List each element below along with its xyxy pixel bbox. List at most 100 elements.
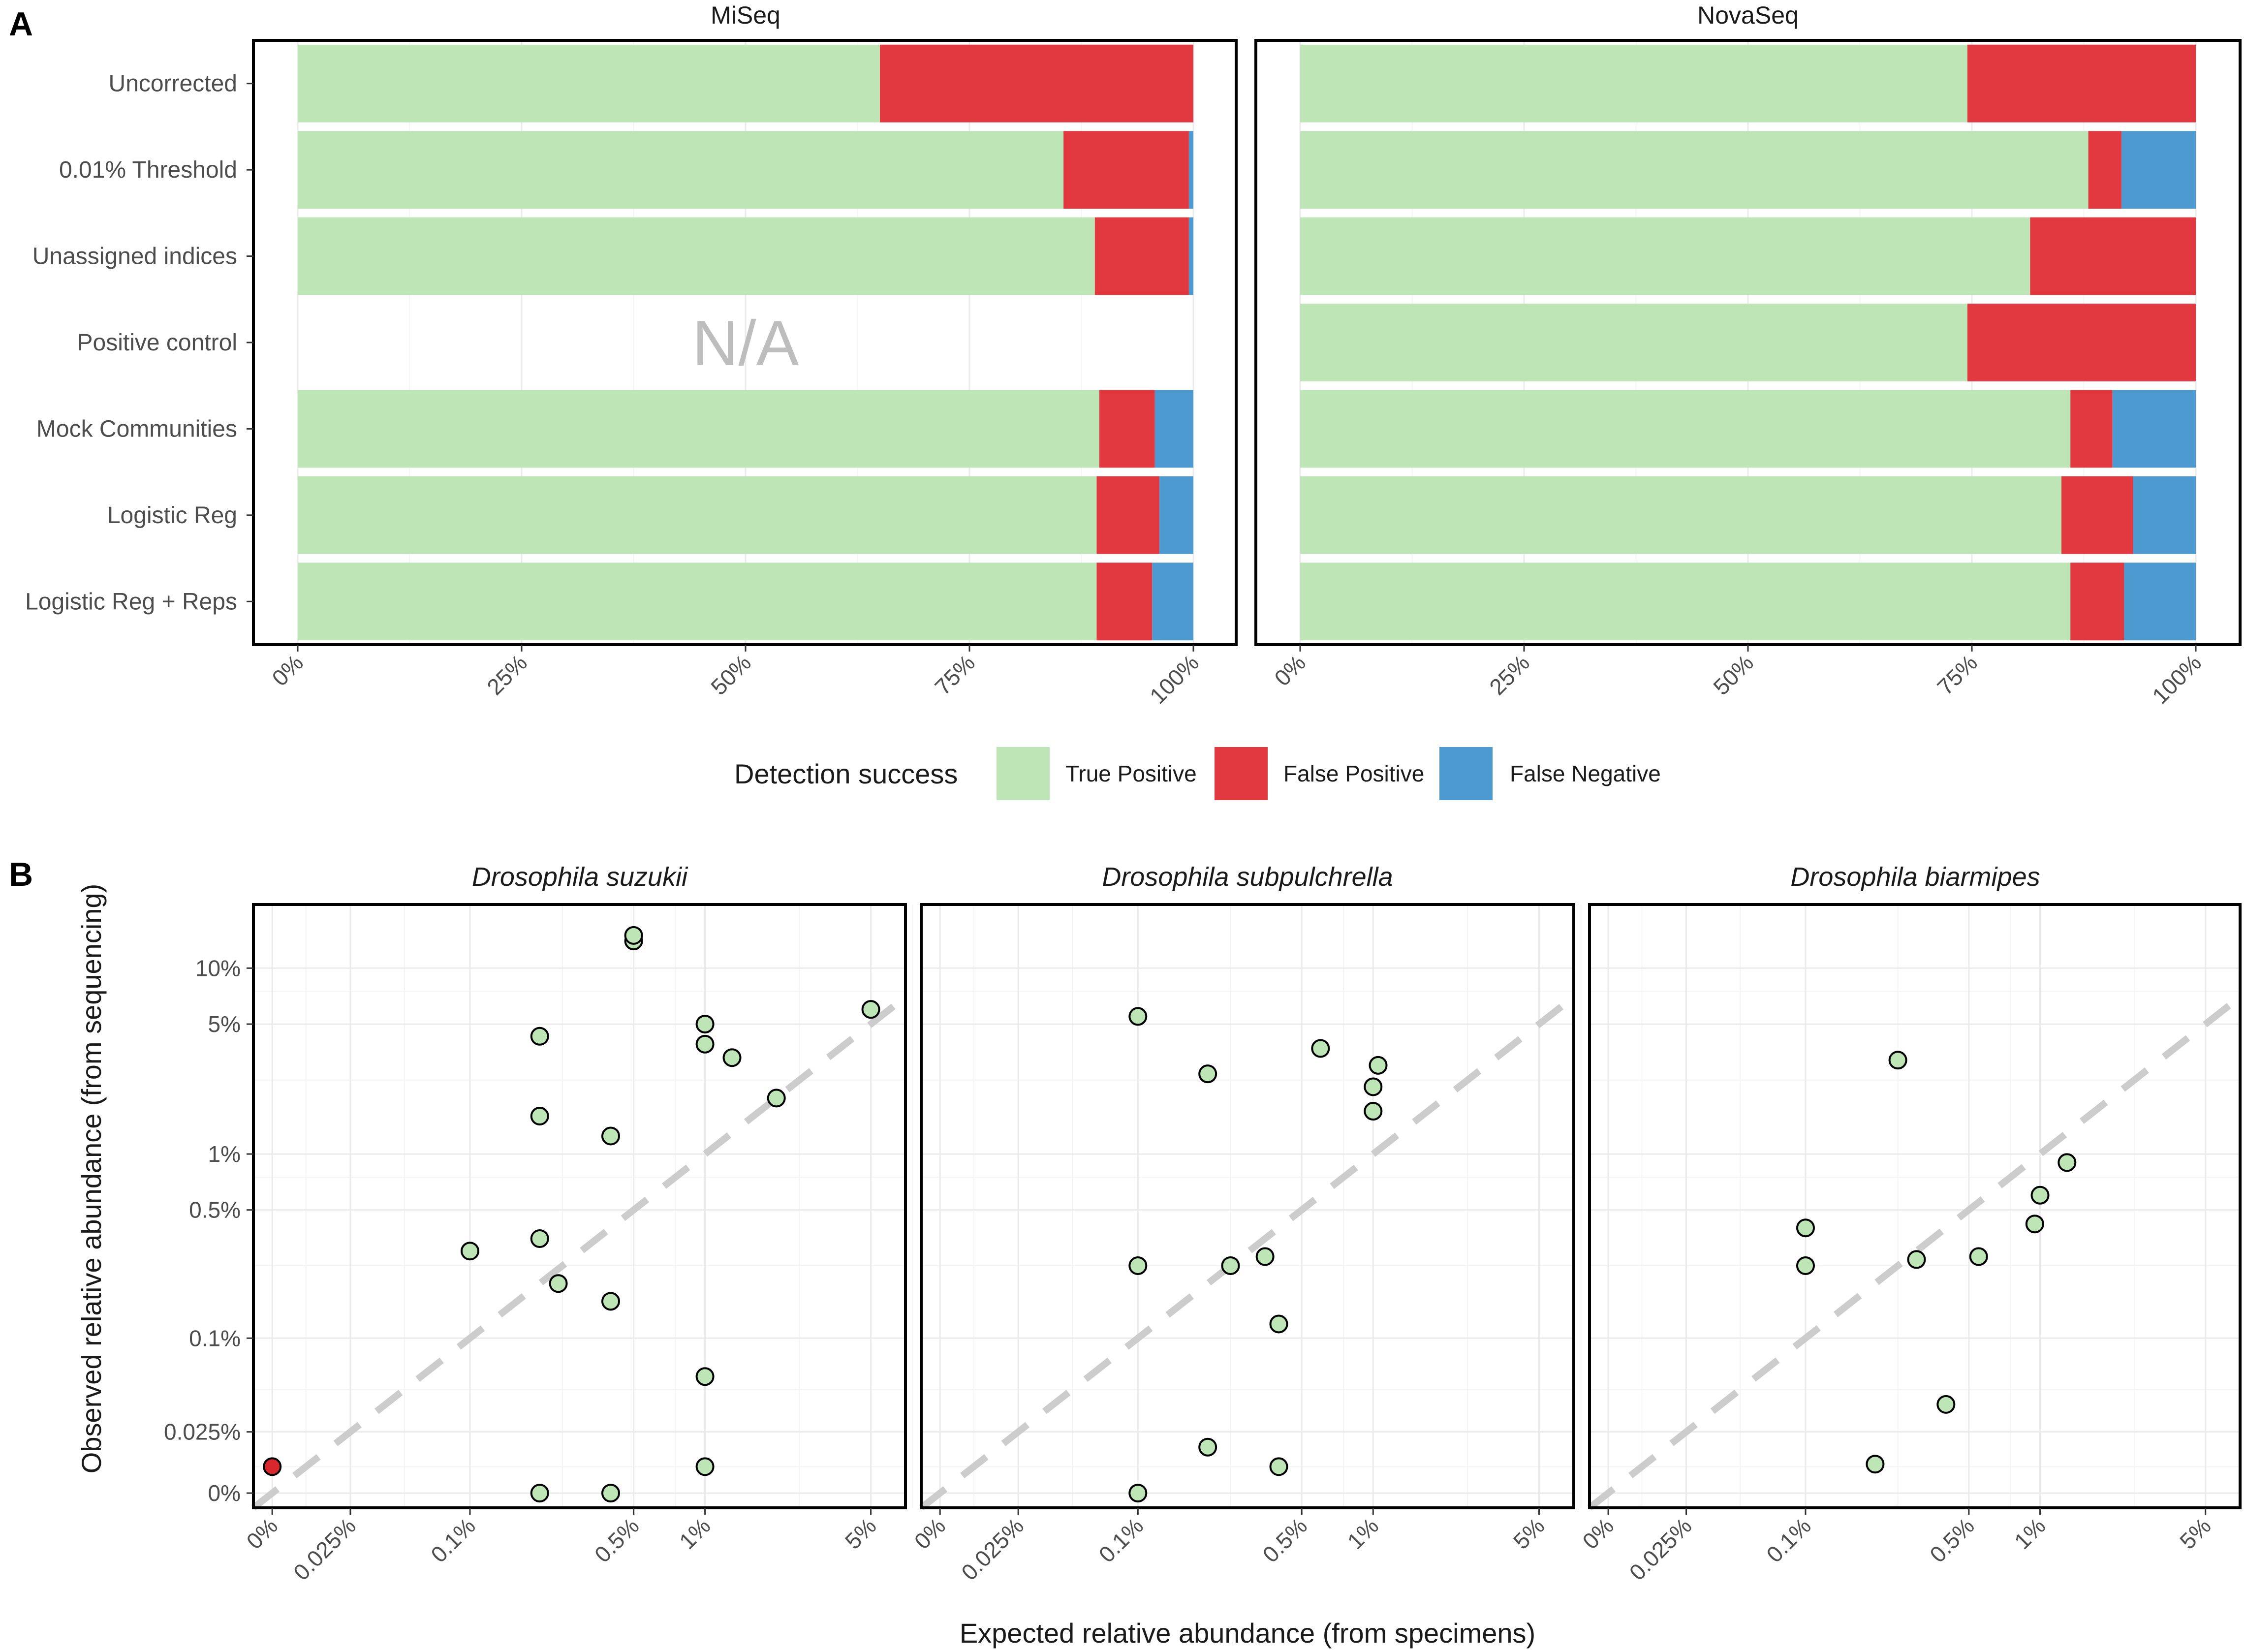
x-tick-label: 0% [1269,650,1310,691]
data-point [722,1048,742,1067]
data-point [1269,1457,1288,1476]
panel-frame [1588,903,2242,1509]
y-category-label: Mock Communities [36,416,237,442]
facet-novaseq: 0% 25% 50% 75% 100% [1254,39,2242,709]
panel-b-scatter-chart: 0% 0.025% 0.1% 0.5% 1% 5%0%0.025%0.1%0.5%1%5%… [164,903,2243,1585]
bar-novaseq-positive-control-false-positive [1967,304,2196,381]
data-point [1796,1218,1815,1238]
bar-miseq-0-01-threshold-false-negative [1188,131,1193,209]
data-point [2030,1185,2050,1205]
bar-miseq-unassigned-indices-false-negative [1188,217,1193,295]
y-category-label: Logistic Reg + Reps [25,589,237,615]
bar-novaseq-logistic-reg-reps-false-negative [2124,562,2196,641]
bar-novaseq-uncorrected-true-positive [1300,44,1967,123]
data-point [861,1000,880,1019]
data-point [1198,1064,1217,1084]
plot-background [1590,904,2240,1508]
x-tick-label: 5% [1508,1513,1550,1554]
reference-line-y-equals-x [919,994,1576,1511]
data-point [1198,1437,1217,1457]
bar-miseq-unassigned-indices-false-positive [1094,217,1189,295]
x-tick-label: 0.1% [426,1513,480,1567]
y-category-label: Logistic Reg [107,502,237,529]
facet-title-subpulchrella: Drosophila subpulchrella [1102,862,1393,892]
data-point [460,1242,479,1261]
data-point [1364,1077,1383,1096]
bar-miseq-mock-communities-false-positive [1099,390,1155,468]
data-point [1128,1007,1148,1026]
x-tick-label: 0.5% [1925,1513,1979,1567]
y-tick-label: 0% [208,1480,241,1506]
x-tick-label: 0% [267,650,308,691]
x-tick-label: 25% [482,650,532,700]
data-point [2058,1153,2077,1172]
panel-frame [920,903,1575,1509]
x-tick-label: 1% [674,1513,716,1554]
x-tick-label: 50% [1708,650,1758,700]
facet-title-novaseq: NovaSeq [1697,1,1799,29]
data-point [1128,1484,1148,1503]
data-point [1866,1455,1885,1474]
bar-miseq-0-01-threshold-false-positive [1063,131,1189,209]
data-point [695,1457,715,1476]
data-point [695,1367,715,1386]
data-point [1888,1051,1907,1070]
x-tick-label: 1% [2009,1513,2051,1554]
x-tick-label: 50% [706,650,756,700]
x-tick-label: 0.025% [1624,1513,1697,1585]
legend-label-false-negative: False Negative [1510,761,1661,786]
legend-label-true-positive: True Positive [1065,761,1197,786]
x-tick-label: 0% [1577,1513,1619,1554]
facet-title-suzukii: Drosophila suzukii [472,862,688,892]
bar-novaseq-mock-communities-false-positive [2070,390,2113,468]
y-tick-label: 0.1% [189,1325,241,1351]
bar-novaseq-mock-communities-false-negative [2112,390,2196,468]
y-tick-label: 0.5% [189,1197,241,1223]
x-tick-label: 5% [840,1513,881,1554]
data-point [1255,1247,1275,1266]
data-point [1969,1247,1988,1266]
x-tick-label: 0.1% [1093,1513,1148,1567]
bar-novaseq-uncorrected-false-positive [1967,44,2196,123]
y-tick-label: 1% [208,1141,241,1167]
data-point [1907,1250,1926,1269]
bar-miseq-unassigned-indices-true-positive [298,217,1095,295]
x-tick-label: 0.5% [1257,1513,1312,1567]
data-point [530,1027,549,1046]
bar-novaseq-logistic-reg-false-positive [2061,476,2133,554]
facet-drosophila-subpulchrella: 0% 0.025% 0.1% 0.5% 1% 5% [909,903,1582,1585]
na-label: N/A [692,307,799,379]
panel-label-a: A [9,5,33,43]
bar-novaseq-mock-communities-true-positive [1300,390,2071,468]
data-point [2025,1215,2044,1234]
data-point [530,1229,549,1248]
x-tick-label: 0% [909,1513,950,1554]
bar-novaseq-0-01-threshold-true-positive [1300,131,2089,209]
facet-title-biarmipes: Drosophila biarmipes [1790,862,2040,892]
bar-novaseq-unassigned-indices-true-positive [1300,217,2030,295]
y-category-label: Positive control [77,330,237,356]
bar-novaseq-logistic-reg-false-negative [2133,476,2196,554]
plot-background [253,904,905,1508]
x-tick-label: 5% [2175,1513,2216,1554]
data-point [530,1106,549,1125]
data-point [1128,1256,1148,1275]
y-axis-title: Observed relative abundance (from sequen… [76,884,107,1473]
plot-background [921,904,1574,1508]
y-tick-label: 0.025% [164,1419,241,1445]
y-category-label: 0.01% Threshold [59,157,237,183]
x-tick-label: 0.5% [590,1513,644,1567]
reference-line-y-equals-x [1587,994,2243,1511]
bar-novaseq-logistic-reg-true-positive [1300,476,2061,554]
x-tick-label: 0.1% [1761,1513,1816,1567]
facet-title-miseq: MiSeq [711,1,780,29]
legend-swatch-true-positive [997,747,1050,800]
bar-miseq-logistic-reg-reps-false-positive [1096,562,1153,641]
facet-drosophila-biarmipes: 0% 0.025% 0.1% 0.5% 1% 5% [1577,903,2243,1585]
bar-novaseq-0-01-threshold-false-negative [2121,131,2196,209]
x-axis-title: Expected relative abundance (from specim… [960,1618,1535,1649]
facet-drosophila-suzukii: 0% 0.025% 0.1% 0.5% 1% 5%0%0.025%0.1%0.5%1%5%… [164,903,913,1585]
data-point [1369,1056,1388,1075]
x-tick-label: 25% [1484,650,1534,700]
